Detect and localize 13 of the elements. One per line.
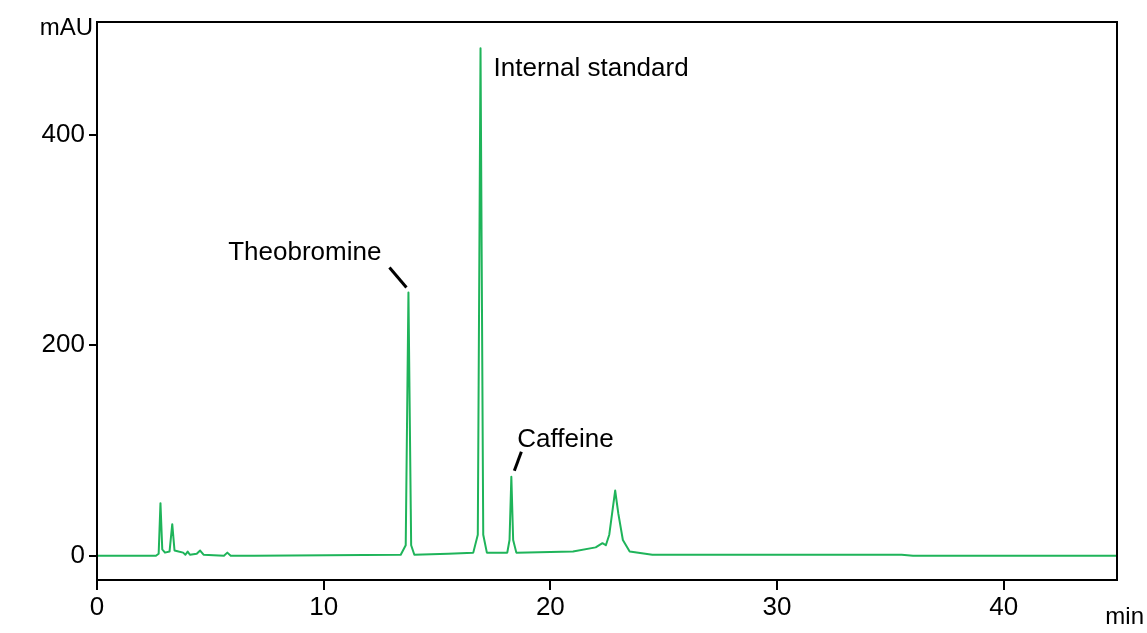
x-tick-label: 30 [762, 590, 792, 621]
y-tick-label: 400 [41, 117, 85, 148]
annotation: Internal standard [493, 52, 689, 83]
x-tick-label: 10 [309, 590, 339, 621]
y-tick-label: 0 [70, 538, 85, 569]
x-tick-label: 0 [89, 590, 105, 621]
annotation: Caffeine [517, 422, 614, 453]
x-tick-label: 40 [989, 590, 1019, 621]
x-tick-label: 20 [535, 590, 565, 621]
y-axis-title: mAU [39, 12, 93, 40]
annotation: Theobromine [228, 235, 382, 266]
y-tick-label: 200 [41, 328, 85, 359]
x-axis-title: min [1105, 601, 1144, 629]
